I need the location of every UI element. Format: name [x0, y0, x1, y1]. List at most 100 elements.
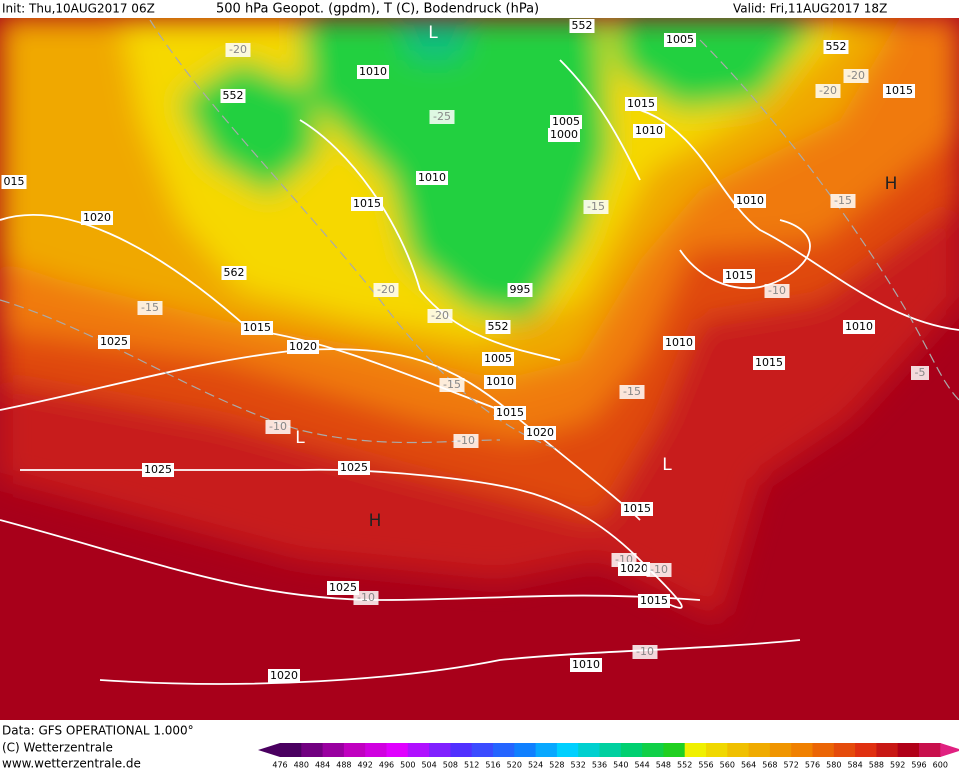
colorbar-cell [919, 743, 941, 757]
label-box [548, 128, 580, 142]
contour-label: 1015 [623, 502, 651, 515]
colorbar-cell [535, 743, 558, 757]
contour-label: 1015 [725, 269, 753, 282]
colorbar-cell [663, 743, 686, 757]
colorbar-label: 504 [421, 761, 436, 770]
label-box [625, 97, 657, 111]
colorbar-cell [855, 743, 877, 757]
label-box [439, 378, 465, 392]
colorbar-cell [578, 743, 600, 757]
colorbar-label: 584 [847, 761, 862, 770]
pressure-center: L [428, 23, 438, 43]
contour-label: 1025 [144, 463, 172, 476]
contour-label: 1025 [100, 335, 128, 348]
colorbar-label: 528 [549, 761, 564, 770]
label-box [815, 84, 841, 98]
label-box [621, 502, 653, 516]
copyright: (C) Wetterzentrale [2, 741, 113, 755]
colorbar-cell [876, 743, 899, 757]
website: www.wetterzentrale.de [2, 757, 141, 771]
contour-label: -10 [768, 284, 786, 297]
label-box [427, 309, 453, 323]
label-box [764, 284, 790, 298]
label-box [734, 194, 766, 208]
contour-label: 1005 [552, 115, 580, 128]
contour-label: 1010 [359, 65, 387, 78]
label-box [843, 320, 875, 334]
colorbar-label: 552 [677, 761, 692, 770]
label-box [843, 69, 869, 83]
label-box [583, 200, 609, 214]
contour-label: -15 [443, 378, 461, 391]
colorbar-label: 560 [720, 761, 735, 770]
label-box [220, 89, 246, 103]
colorbar-label: 548 [656, 761, 671, 770]
contour-label: -10 [636, 645, 654, 658]
label-box [221, 266, 247, 280]
contour-label: 1025 [329, 581, 357, 594]
contour-label: 015 [4, 175, 25, 188]
contour-label: -15 [834, 194, 852, 207]
label-box [618, 562, 650, 576]
contour-label: 562 [224, 266, 245, 279]
contour-label: -15 [587, 200, 605, 213]
contour-label: -25 [433, 110, 451, 123]
label-box [429, 110, 455, 124]
contour-label: 1015 [243, 321, 271, 334]
colorbar-label: 480 [294, 761, 309, 770]
colorbar-label: 572 [784, 761, 799, 770]
contour-label: 1020 [620, 562, 648, 575]
contour-label: -15 [623, 385, 641, 398]
colorbar-label: 596 [911, 761, 926, 770]
colorbar-cell [407, 743, 430, 757]
colorbar-label: 556 [698, 761, 713, 770]
label-box [524, 426, 556, 440]
colorbar-cell [833, 743, 856, 757]
contour-label: 1015 [755, 356, 783, 369]
colorbar-label: 564 [741, 761, 756, 770]
contour-label: 1015 [885, 84, 913, 97]
contour-label: 1005 [484, 352, 512, 365]
colorbar-label: 492 [358, 761, 373, 770]
colorbar-label: 500 [400, 761, 415, 770]
colorbar-label: 532 [571, 761, 586, 770]
contour-label: -20 [229, 43, 247, 56]
label-box [883, 84, 915, 98]
colorbar-cell [556, 743, 579, 757]
contour-label: 1020 [526, 426, 554, 439]
label-box [287, 340, 319, 354]
label-box [569, 19, 595, 33]
label-box [646, 563, 672, 577]
contour-label: 1010 [736, 194, 764, 207]
colorbar-label: 484 [315, 761, 330, 770]
colorbar-cell [727, 743, 750, 757]
colorbar-cell [343, 743, 366, 757]
contour-label: -20 [847, 69, 865, 82]
contour-label: -5 [915, 366, 926, 379]
colorbar-label: 592 [890, 761, 905, 770]
label-box [81, 211, 113, 225]
contour-label: 1010 [486, 375, 514, 388]
contour-label: 1010 [845, 320, 873, 333]
contour-label: 552 [223, 89, 244, 102]
label-box [664, 33, 696, 47]
colorbar-label: 588 [869, 761, 884, 770]
contour-label: 552 [488, 320, 509, 333]
label-box [570, 658, 602, 672]
colorbar-label: 600 [933, 761, 948, 770]
label-box [98, 335, 130, 349]
contour-label: -20 [819, 84, 837, 97]
label-box [142, 463, 174, 477]
colorbar-label: 540 [613, 761, 628, 770]
colorbar-label: 568 [762, 761, 777, 770]
colorbar-label: 576 [805, 761, 820, 770]
contour-label: 995 [510, 283, 531, 296]
map-title: 500 hPa Geopot. (gpdm), T (C), Bodendruc… [216, 2, 539, 17]
label-box [351, 197, 383, 211]
label-box [633, 124, 665, 138]
contour-label: -20 [431, 309, 449, 322]
label-box [484, 375, 516, 389]
label-box [638, 594, 670, 608]
